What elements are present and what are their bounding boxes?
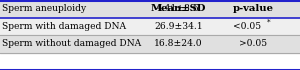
Text: Mean±SD: Mean±SD (151, 4, 206, 13)
Text: p-value: p-value (233, 4, 274, 13)
Text: Sperm aneuploidy: Sperm aneuploidy (2, 4, 85, 13)
Text: >0.05: >0.05 (239, 39, 268, 48)
Text: -: - (252, 4, 255, 13)
Text: 16.8±24.0: 16.8±24.0 (154, 39, 203, 48)
Text: <0.05: <0.05 (233, 22, 262, 31)
Bar (0, 0, 300, 18)
Text: *: * (267, 18, 271, 26)
Bar (0, 35, 300, 52)
Bar (0, 18, 300, 35)
Text: Sperm with damaged DNA: Sperm with damaged DNA (2, 22, 126, 31)
Text: Sperm without damaged DNA: Sperm without damaged DNA (2, 39, 141, 48)
Text: 26.9±34.1: 26.9±34.1 (154, 22, 203, 31)
Bar (0, 0, 300, 18)
Text: 4.41±8.6: 4.41±8.6 (157, 4, 200, 13)
